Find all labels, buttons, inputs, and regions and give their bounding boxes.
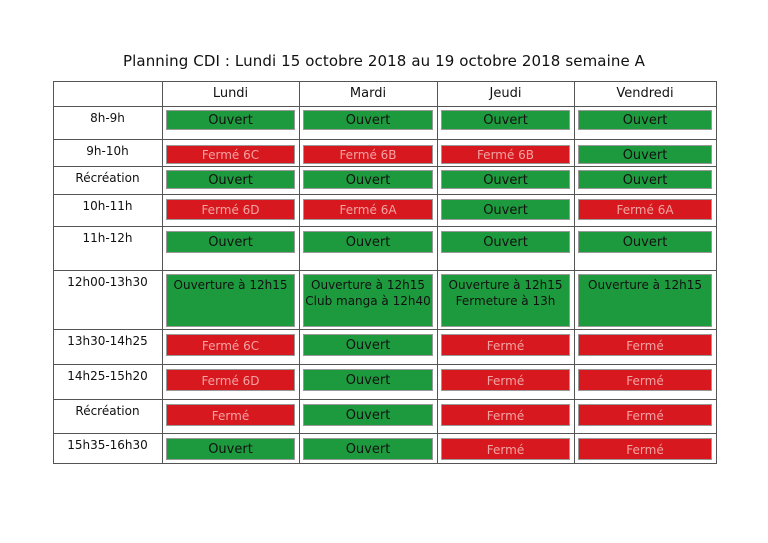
day-header-lundi: Lundi	[212, 86, 249, 101]
slot-open-cell: Ouvert	[303, 231, 433, 253]
slot-closed-cell: Fermé 6D	[166, 369, 295, 391]
slot-open-cell: Ouvert	[303, 110, 433, 130]
slot-closed-cell: Fermé	[578, 438, 712, 460]
grid-hline	[53, 106, 717, 107]
slot-closed-cell: Fermé 6D	[166, 199, 295, 220]
slot-closed-cell: Fermé	[578, 334, 712, 356]
slot-open-cell: Ouvert	[441, 110, 570, 130]
time-slot-label: 15h35-16h30	[67, 438, 148, 452]
time-slot-label: Récréation	[75, 404, 140, 418]
slot-closed-cell: Fermé	[441, 334, 570, 356]
day-header-mardi: Mardi	[349, 86, 387, 101]
day-header-jeudi: Jeudi	[489, 86, 522, 101]
grid-hline	[53, 399, 717, 400]
slot-open-cell: Ouvert	[578, 170, 712, 189]
slot-line-1: Ouverture à 12h15	[173, 278, 288, 292]
slot-line-1: Ouverture à 12h15	[588, 278, 702, 292]
slot-open-cell: Ouvert	[441, 199, 570, 220]
slot-closed-cell: Fermé 6C	[166, 334, 295, 356]
slot-closed-cell: Fermé 6C	[166, 145, 295, 164]
grid-vline	[53, 81, 54, 464]
time-slot-label: 14h25-15h20	[67, 369, 148, 383]
slot-open-cell: Ouvert	[578, 145, 712, 164]
slot-closed-cell: Fermé 6B	[441, 145, 570, 164]
time-slot-label: 9h-10h	[86, 144, 129, 158]
slot-open-cell: Ouvert	[303, 404, 433, 426]
schedule-table: Lundi Mardi Jeudi Vendredi 8h-9h Ouvert Ouvert…	[53, 81, 717, 464]
slot-closed-cell: Fermé	[441, 404, 570, 426]
grid-vline	[437, 81, 438, 464]
time-slot-label: 11h-12h	[82, 231, 133, 245]
slot-open-cell: Ouvert	[303, 334, 433, 356]
slot-closed-cell: Fermé 6A	[303, 199, 433, 220]
time-slot-label: Récréation	[75, 171, 140, 185]
grid-vline	[299, 81, 300, 464]
slot-open-cell: Ouvert	[166, 170, 295, 189]
slot-open-cell: Ouverture à 12h15 Club manga à 12h40	[303, 274, 433, 327]
slot-closed-cell: Fermé	[166, 404, 295, 426]
slot-closed-cell: Fermé	[578, 404, 712, 426]
time-slot-label: 8h-9h	[90, 111, 125, 125]
slot-closed-cell: Fermé	[441, 369, 570, 391]
slot-closed-cell: Fermé 6A	[578, 199, 712, 220]
slot-open-cell: Ouvert	[578, 110, 712, 130]
slot-open-cell: Ouverture à 12h15	[166, 274, 295, 327]
slot-line-1: Ouverture à 12h15	[448, 278, 563, 292]
slot-line-2: Club manga à 12h40	[305, 294, 431, 308]
grid-vline	[574, 81, 575, 464]
slot-open-cell: Ouvert	[303, 369, 433, 391]
grid-vline	[162, 81, 163, 464]
grid-hline	[53, 226, 717, 227]
slot-open-cell: Ouvert	[166, 438, 295, 460]
grid-vline	[716, 81, 717, 464]
grid-hline	[53, 270, 717, 271]
slot-open-cell: Ouverture à 12h15	[578, 274, 712, 327]
time-slot-label: 10h-11h	[82, 199, 133, 213]
page-title: Planning CDI : Lundi 15 octobre 2018 au …	[123, 52, 645, 70]
slot-open-cell: Ouvert	[578, 231, 712, 253]
grid-hline	[53, 364, 717, 365]
grid-hline	[53, 329, 717, 330]
grid-hline	[53, 463, 717, 464]
grid-hline	[53, 139, 717, 140]
slot-closed-cell: Fermé 6B	[303, 145, 433, 164]
grid-hline	[53, 194, 717, 195]
slot-line-2: Fermeture à 13h	[455, 294, 556, 308]
day-header-vendredi: Vendredi	[616, 86, 674, 101]
grid-hline	[53, 166, 717, 167]
slot-open-cell: Ouvert	[166, 231, 295, 253]
grid-hline	[53, 81, 717, 82]
slot-closed-cell: Fermé	[578, 369, 712, 391]
slot-line-1: Ouverture à 12h15	[311, 278, 425, 292]
slot-closed-cell: Fermé	[441, 438, 570, 460]
slot-open-cell: Ouvert	[441, 170, 570, 189]
slot-open-cell: Ouvert	[303, 438, 433, 460]
slot-open-cell: Ouvert	[166, 110, 295, 130]
slot-open-cell: Ouvert	[441, 231, 570, 253]
time-slot-label: 12h00-13h30	[67, 275, 148, 289]
grid-hline	[53, 433, 717, 434]
time-slot-label: 13h30-14h25	[67, 334, 148, 348]
slot-open-cell: Ouverture à 12h15 Fermeture à 13h	[441, 274, 570, 327]
slot-open-cell: Ouvert	[303, 170, 433, 189]
